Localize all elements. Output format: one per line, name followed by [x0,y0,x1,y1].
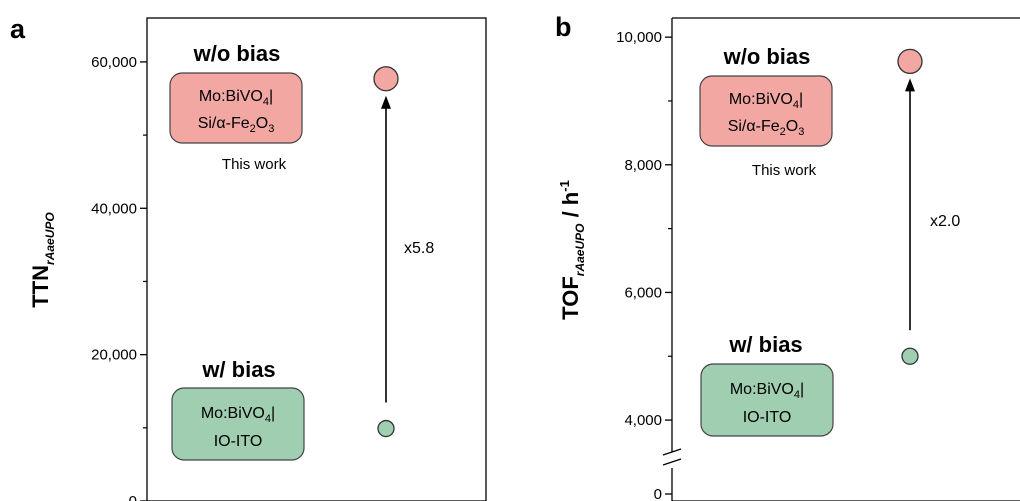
y-tick-label: 0 [129,493,137,501]
panel-b-ylabel-unit-sup: -1 [557,180,572,192]
panel-b-note: This work [752,162,817,179]
panel-a-bottom-box-line1: Mo:BiVO4| [201,405,275,425]
panel-b-point-with-bias [901,347,919,365]
panel-a-fold-label: x5.8 [404,240,434,257]
y-tick-label: 8,000 [624,157,662,174]
panel-a-bottom-box-line2: IO-ITO [214,433,263,450]
panel-b-top-title: w/o bias [723,44,811,69]
panel-b-top-box [699,75,833,147]
panel-b-arrowhead-icon [905,78,915,92]
panel-b-top-box-line2: Si/α-Fe2O3 [728,118,805,138]
panel-a-frame [146,17,487,501]
panel-a-point-with-bias [377,419,395,438]
panel-b-ylabel-sub: rAaeUPO [573,223,587,276]
panel-b-bottom-title: w/ bias [728,332,802,357]
panel-a-top-box-line1: Mo:BiVO4| [199,88,273,108]
panel-b-label: b [555,12,572,42]
panel-a-ylabel-main: TTN [28,265,53,308]
panel-a-bottom-title: w/ bias [201,357,275,382]
panel-a-top-title: w/o bias [193,41,281,66]
panel-b-bottom-box [700,363,834,437]
panel-b-ylabel-main: TOF [558,276,583,320]
panel-b-point-without-bias [897,48,923,75]
panel-a-y-axis-title: TTNrAaeUPO [28,212,57,308]
y-tick-label: 60,000 [91,54,137,71]
panel-b-frame [671,17,1020,501]
y-tick-label: 4,000 [624,412,662,429]
panel-a-top-box-line2: Si/α-Fe2O3 [198,115,275,135]
y-tick-label: 0 [654,486,662,501]
panel-b-bottom-box-line2: IO-ITO [743,409,792,426]
panel-a-note: This work [222,156,287,173]
panel-b-y-axis: 0 4,000 6,000 8,000 10,000 [616,29,672,501]
y-tick-label: 40,000 [91,200,137,217]
panel-a-bottom-box [171,387,305,461]
panel-b-y-axis-title: TOFrAaeUPO / h-1 [557,180,587,320]
panel-b-ylabel-unit: / h [558,192,583,224]
svg-text:TTNrAaeUPO: TTNrAaeUPO [28,212,57,308]
panel-a-point-without-bias [373,66,399,92]
panel-a-top-box [169,72,303,144]
y-tick-label: 6,000 [624,284,662,301]
panel-a-arrowhead-icon [381,95,391,109]
panel-a-ylabel-sub: rAaeUPO [43,212,57,265]
panel-b-top-box-line1: Mo:BiVO4| [729,91,803,111]
panel-b-bottom-box-line1: Mo:BiVO4| [730,381,804,401]
y-tick-label: 10,000 [616,29,662,46]
panel-a-label: a [10,14,26,44]
panel-b-axis-break-mark-upper [662,448,682,456]
panel-b: b 0 4,000 6,000 8,000 10,000 TOFrAaeUPO / h-… [555,12,1020,501]
panel-b-axis-break-mark-lower [662,458,682,466]
panel-b-fold-label: x2.0 [930,213,960,230]
y-tick-label: 20,000 [91,347,137,364]
panel-a: a 0 20,000 40,000 60,000 TTNrAaeUPO x5.8 w/… [10,14,487,501]
panel-a-y-axis: 0 20,000 40,000 60,000 [91,54,147,501]
svg-text:TOFrAaeUPO / h-1: TOFrAaeUPO / h-1 [557,180,587,320]
